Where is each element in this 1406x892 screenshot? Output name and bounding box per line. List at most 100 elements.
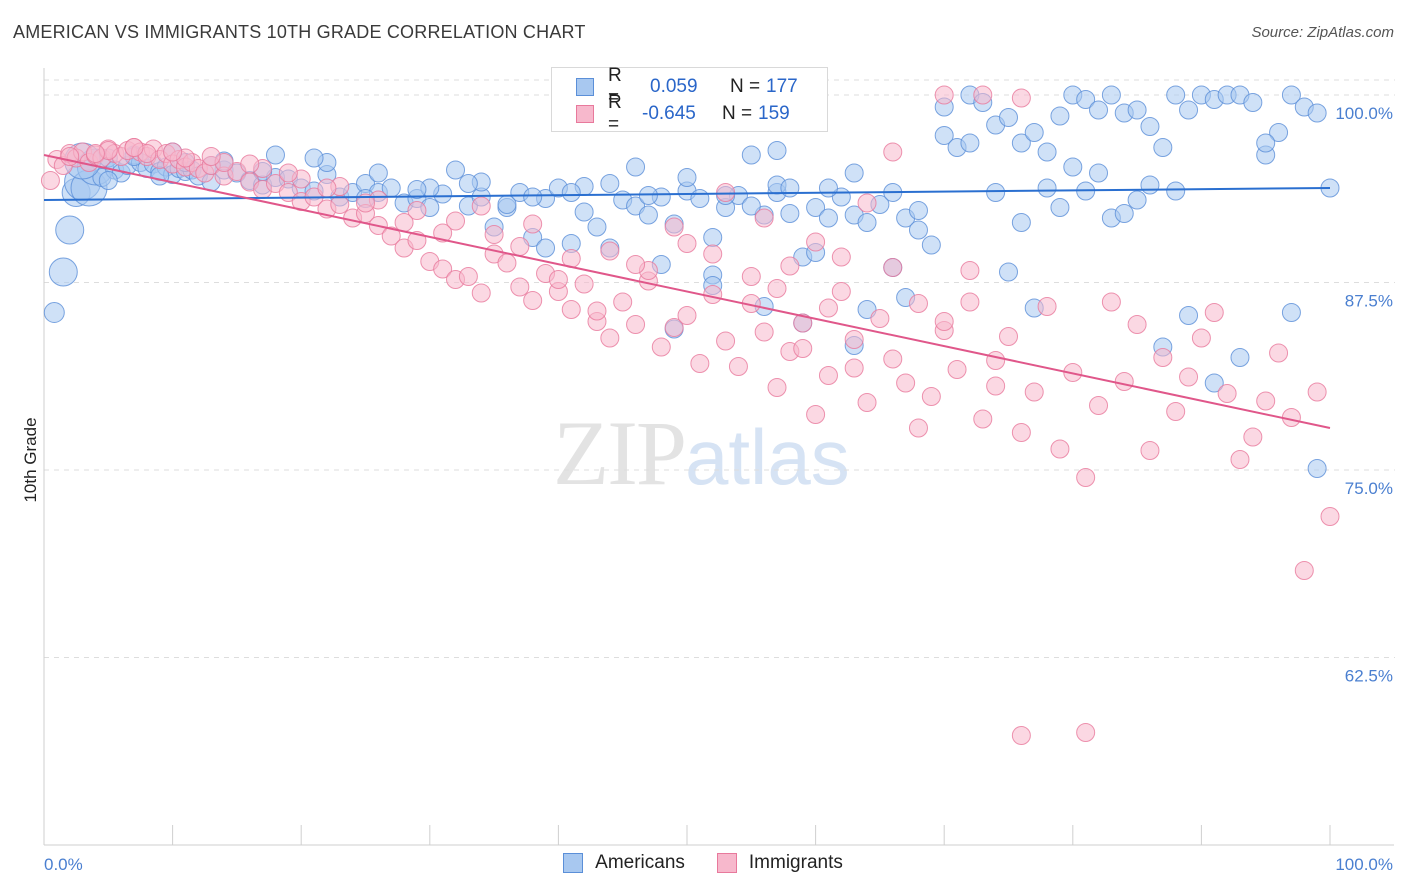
american-point (638, 186, 658, 205)
immigrant-point (510, 237, 530, 256)
immigrant-point (780, 256, 800, 276)
immigrant-point (767, 279, 787, 298)
american-point (1037, 142, 1057, 162)
immigrant-point (523, 291, 543, 310)
immigrant-point (857, 193, 877, 213)
immigrant-point (664, 217, 684, 237)
immigrant-point (497, 253, 517, 273)
immigrant-point (124, 138, 144, 157)
american-point (818, 208, 838, 228)
immigrant-point (1011, 726, 1031, 745)
watermark-atlas: atlas (685, 413, 850, 501)
immigrant-point (703, 244, 723, 264)
chart-title: AMERICAN VS IMMIGRANTS 10TH GRADE CORREL… (13, 22, 586, 42)
watermark-zip: ZIP (553, 402, 687, 504)
source-note: Source: ZipAtlas.com (1251, 24, 1394, 41)
legend-item-immigrants[interactable]: Immigrants (716, 852, 843, 874)
american-point (857, 213, 877, 232)
american-point (446, 160, 466, 180)
immigrant-point (1217, 384, 1237, 403)
axis-labels: 62.5% 75.0% 87.5% 100.0% 0.0% 100.0% 10th Grad… (21, 104, 1393, 874)
american-point (1127, 100, 1147, 120)
american-point (908, 220, 928, 240)
legend-n-value: 159 (758, 103, 790, 124)
american-point (304, 148, 324, 168)
immigrant-point (626, 255, 646, 274)
legend-row-americans: R = 0.059 N = 177 (576, 65, 798, 108)
immigrant-point (844, 358, 864, 378)
american-point (1230, 348, 1250, 367)
american-point (1011, 213, 1031, 232)
immigrant-point (1191, 328, 1211, 348)
american-point (407, 180, 427, 199)
americans-swatch (563, 853, 584, 873)
american-point (844, 163, 864, 183)
legend-item-americans[interactable]: Americans (563, 852, 685, 874)
american-point (1011, 133, 1031, 153)
immigrant-point (1307, 382, 1327, 402)
immigrant-point (587, 301, 607, 321)
immigrant-point (1230, 450, 1250, 469)
american-point (767, 141, 787, 160)
immigrant-point (1024, 382, 1044, 402)
american-point (458, 174, 478, 193)
immigrant-point (240, 154, 260, 174)
american-point (677, 168, 697, 187)
legend-r-value: -0.645 (642, 103, 696, 124)
points (40, 85, 1340, 745)
american-point (1089, 100, 1109, 120)
legend-r-label: R = (608, 92, 622, 135)
immigrant-point (973, 409, 993, 429)
american-point (908, 201, 928, 220)
immigrant-point (574, 274, 594, 294)
american-point (780, 204, 800, 223)
y-tick-label: 100.0% (1335, 104, 1393, 123)
immigrant-point (767, 378, 787, 397)
immigrant-point (793, 313, 813, 333)
american-point (741, 145, 761, 165)
americans-swatch (576, 78, 594, 96)
american-point (98, 171, 118, 190)
immigrant-point (1140, 441, 1160, 460)
immigrant-point (163, 142, 183, 162)
immigrant-point (921, 387, 941, 406)
immigrant-point (1204, 303, 1224, 322)
x-tick-label: 100.0% (1335, 855, 1393, 874)
american-point (986, 183, 1006, 202)
legend-r-value: 0.059 (650, 76, 698, 97)
immigrant-point (934, 312, 954, 331)
american-point (1076, 90, 1096, 109)
legend-label-immigrants: Immigrants (748, 852, 843, 873)
immigrant-point (484, 225, 504, 244)
trend-lines (43, 154, 1331, 429)
american-point (1179, 306, 1199, 325)
immigrant-point (1153, 348, 1173, 367)
legend-n-label: N = (730, 76, 761, 97)
y-tick-label: 62.5% (1345, 667, 1393, 686)
american-point (536, 238, 556, 258)
immigrant-point (1294, 561, 1314, 580)
immigrant-point (523, 214, 543, 234)
american-point (587, 217, 607, 237)
immigrant-point (458, 267, 478, 286)
american-point (1269, 123, 1289, 142)
immigrant-point (806, 232, 826, 252)
american-point (523, 187, 543, 207)
legend-r-label: R = (608, 65, 622, 108)
american-point (1166, 85, 1186, 105)
american-point (1050, 106, 1070, 126)
american-point (1114, 204, 1134, 223)
american-point (921, 235, 941, 255)
immigrant-point (831, 247, 851, 267)
immigrant-point (613, 292, 633, 312)
immigrant-point (960, 292, 980, 312)
immigrant-point (844, 330, 864, 349)
american-point (703, 228, 723, 247)
american-point (1050, 198, 1070, 217)
immigrant-point (1320, 507, 1340, 526)
american-point (368, 163, 388, 183)
immigrant-point (626, 315, 646, 334)
american-point (48, 257, 78, 287)
american-point (1281, 303, 1301, 322)
american-point (1166, 181, 1186, 201)
